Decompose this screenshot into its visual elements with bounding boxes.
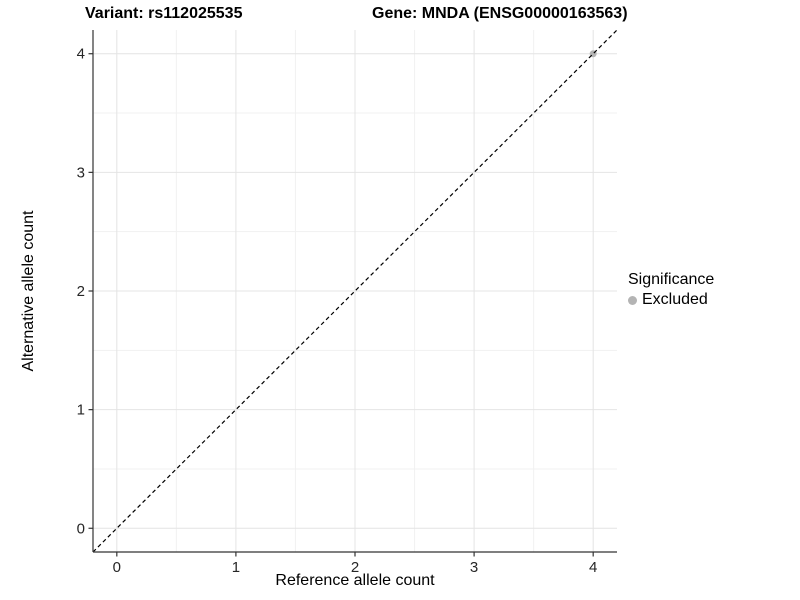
y-tick-label: 3 [77,164,85,181]
y-tick-label: 1 [77,402,85,419]
gene-title: Gene: MNDA (ENSG00000163563) [372,5,628,22]
x-tick-label: 0 [113,559,121,576]
legend-item-label: Excluded [642,291,708,308]
legend-title: Significance [628,271,715,288]
y-tick-label: 0 [77,520,85,537]
legend: Significance Excluded [628,271,714,309]
variant-title: Variant: rs112025535 [85,5,243,22]
legend-item-excluded: Excluded [628,291,714,309]
y-tick-label: 2 [77,283,85,300]
x-axis-title: Reference allele count [275,572,435,589]
x-tick-label: 1 [232,559,240,576]
x-tick-label: 2 [351,559,359,576]
identity-reference-line [92,29,618,553]
y-tick-label: 4 [77,46,85,63]
x-tick-label: 4 [589,559,597,576]
y-axis-title: Alternative allele count [20,210,37,372]
excluded-point-icon [628,295,637,305]
x-tick-label: 3 [470,559,478,576]
